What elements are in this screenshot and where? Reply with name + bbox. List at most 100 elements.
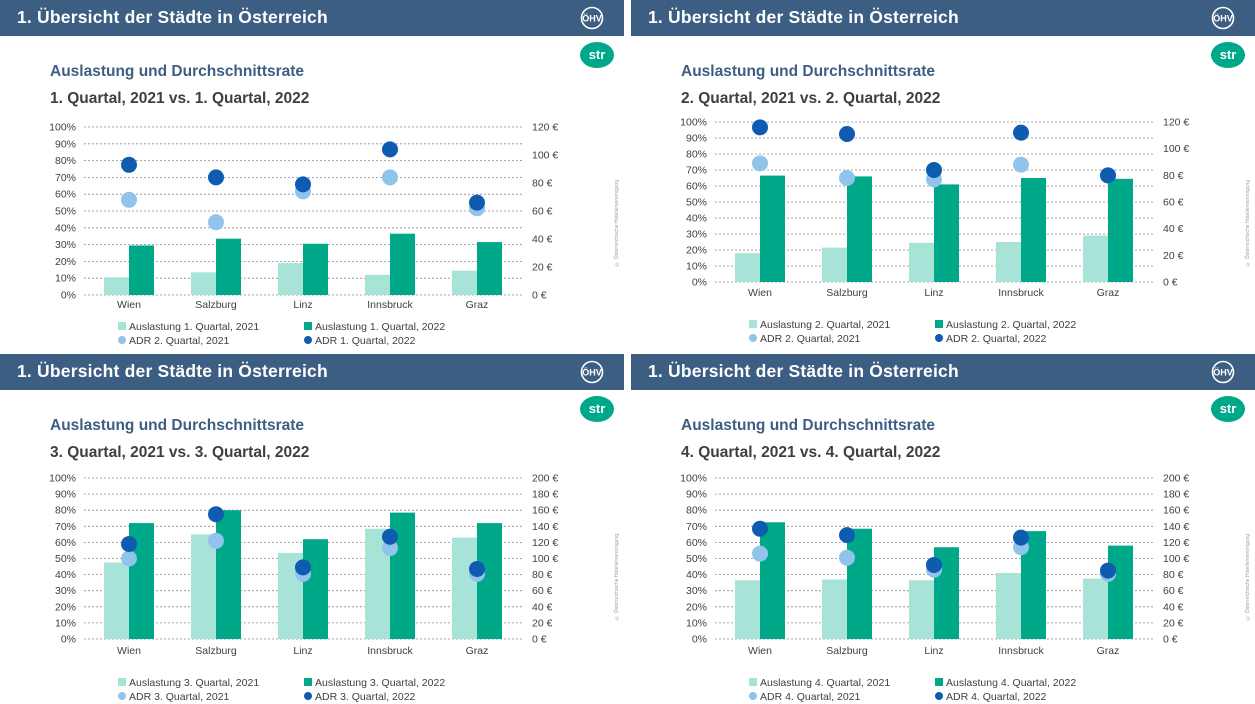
legend-item: Auslastung 4. Quartal, 2021 — [749, 677, 890, 689]
y-left-tick-label: 70% — [686, 521, 707, 533]
point-adr-2022 — [295, 559, 311, 576]
y-left-tick-label: 90% — [686, 133, 707, 145]
legend-label: ADR 2. Quartal, 2021 — [760, 333, 861, 345]
y-right-tick-label: 80 € — [532, 569, 553, 581]
legend-dot-adr-2022 — [304, 336, 312, 344]
y-left-tick-label: 90% — [55, 138, 76, 150]
y-left-tick-label: 80% — [55, 505, 76, 517]
y-right-tick-label: 140 € — [1163, 521, 1189, 533]
legend-item: Auslastung 4. Quartal, 2022 — [935, 677, 1076, 689]
x-category-label: Graz — [466, 645, 489, 657]
bar-occupancy-2022 — [477, 523, 502, 639]
legend-item: ADR 4. Quartal, 2022 — [935, 691, 1046, 703]
legend-swatch-occ-2022 — [304, 678, 312, 686]
y-left-tick-label: 10% — [55, 273, 76, 285]
str-logo: str — [1211, 396, 1245, 422]
x-category-label: Innsbruck — [998, 645, 1044, 657]
x-category-label: Linz — [293, 645, 312, 657]
bar-occupancy-2021 — [822, 579, 847, 639]
legend-label: Auslastung 4. Quartal, 2022 — [946, 677, 1077, 689]
point-adr-2021 — [121, 191, 137, 208]
y-right-tick-label: 200 € — [532, 473, 558, 485]
x-category-label: Linz — [293, 299, 312, 311]
y-right-tick-label: 120 € — [1163, 117, 1189, 129]
chart-panel-q2: 1. Übersicht der Städte in Österreich ÖH… — [631, 0, 1255, 350]
y-right-tick-label: 40 € — [532, 234, 553, 246]
y-left-tick-label: 80% — [686, 149, 707, 161]
point-adr-2021 — [839, 549, 855, 566]
legend-item: ADR 2. Quartal, 2022 — [935, 333, 1046, 345]
chart-subtitle: Auslastung und Durchschnittsrate — [50, 63, 305, 80]
point-adr-2022 — [1100, 562, 1116, 579]
legend-item: Auslastung 1. Quartal, 2022 — [304, 321, 445, 333]
y-left-tick-label: 0% — [692, 634, 707, 646]
copyright-note: © Österreichische Hoteliervereinigung — [1245, 180, 1251, 267]
bar-occupancy-2022 — [303, 539, 328, 639]
chart-panel-q4: 1. Übersicht der Städte in Österreich ÖH… — [631, 354, 1255, 704]
x-category-label: Linz — [924, 645, 943, 657]
str-logo: str — [580, 396, 614, 422]
point-adr-2022 — [839, 527, 855, 544]
legend-item: ADR 2. Quartal, 2021 — [749, 333, 860, 345]
y-right-tick-label: 0 € — [1163, 277, 1178, 289]
chart-subtitle: Auslastung und Durchschnittsrate — [681, 63, 936, 80]
y-left-tick-label: 30% — [686, 585, 707, 597]
copyright-note: © Österreichische Hoteliervereinigung — [614, 534, 620, 621]
x-category-label: Graz — [1097, 645, 1120, 657]
point-adr-2021 — [382, 540, 398, 557]
legend-dot-adr-2021 — [118, 336, 126, 344]
x-category-label: Linz — [924, 287, 943, 299]
point-adr-2022 — [295, 176, 311, 193]
y-left-tick-label: 40% — [55, 222, 76, 234]
y-left-tick-label: 0% — [61, 634, 76, 646]
point-adr-2022 — [926, 556, 942, 573]
legend-label: Auslastung 1. Quartal, 2021 — [129, 321, 260, 333]
y-left-tick-label: 50% — [55, 553, 76, 565]
legend-swatch-occ-2021 — [749, 320, 757, 328]
bar-occupancy-2022 — [390, 233, 415, 295]
point-adr-2022 — [926, 162, 942, 178]
point-adr-2021 — [121, 550, 137, 567]
legend-dot-adr-2022 — [304, 692, 312, 700]
legend-label: Auslastung 3. Quartal, 2022 — [315, 677, 446, 689]
legend-label: ADR 1. Quartal, 2022 — [315, 335, 416, 347]
legend-label: ADR 2. Quartal, 2021 — [129, 335, 230, 347]
legend-label: ADR 3. Quartal, 2021 — [129, 691, 230, 703]
bar-occupancy-2021 — [452, 537, 477, 639]
y-left-tick-label: 40% — [55, 569, 76, 581]
legend-swatch-occ-2022 — [935, 678, 943, 686]
point-adr-2022 — [382, 528, 398, 545]
y-right-tick-label: 80 € — [1163, 170, 1184, 182]
str-logo-text: str — [1220, 401, 1237, 416]
ohv-logo-text: ÖHV — [1213, 14, 1233, 24]
point-adr-2022 — [752, 520, 768, 537]
bar-occupancy-2021 — [909, 580, 934, 639]
bar-occupancy-2021 — [996, 572, 1021, 639]
chart-plot: 0% 10% 20% 30% 40% 50% 60% 70% 80% 90% 100% 0 € 20 €… — [49, 473, 558, 658]
y-left-tick-label: 30% — [686, 229, 707, 241]
bar-occupancy-2022 — [477, 242, 502, 295]
y-right-tick-label: 0 € — [1163, 634, 1178, 646]
y-left-tick-label: 20% — [686, 601, 707, 613]
x-category-label: Salzburg — [826, 287, 868, 299]
bar-occupancy-2021 — [909, 242, 934, 282]
legend-item: Auslastung 2. Quartal, 2021 — [749, 319, 890, 331]
ohv-logo: ÖHV — [1211, 360, 1235, 384]
point-adr-2021 — [752, 155, 768, 172]
y-right-tick-label: 20 € — [532, 617, 553, 629]
y-left-tick-label: 10% — [686, 617, 707, 629]
x-category-label: Wien — [748, 287, 772, 299]
point-adr-2021 — [752, 545, 768, 562]
y-right-tick-label: 20 € — [1163, 617, 1184, 629]
str-logo: str — [580, 42, 614, 68]
point-adr-2022 — [839, 126, 855, 142]
chart-period: 2. Quartal, 2021 vs. 2. Quartal, 2022 — [681, 90, 941, 107]
bar-occupancy-2021 — [191, 272, 216, 295]
chart-legend: Auslastung 4. Quartal, 2021 Auslastung 4… — [749, 677, 1129, 704]
bar-occupancy-2021 — [365, 274, 390, 295]
legend-label: ADR 4. Quartal, 2022 — [946, 691, 1047, 703]
bar-occupancy-2021 — [735, 253, 760, 282]
legend-label: ADR 3. Quartal, 2022 — [315, 691, 416, 703]
y-right-tick-label: 180 € — [1163, 489, 1189, 501]
point-adr-2022 — [469, 560, 485, 577]
